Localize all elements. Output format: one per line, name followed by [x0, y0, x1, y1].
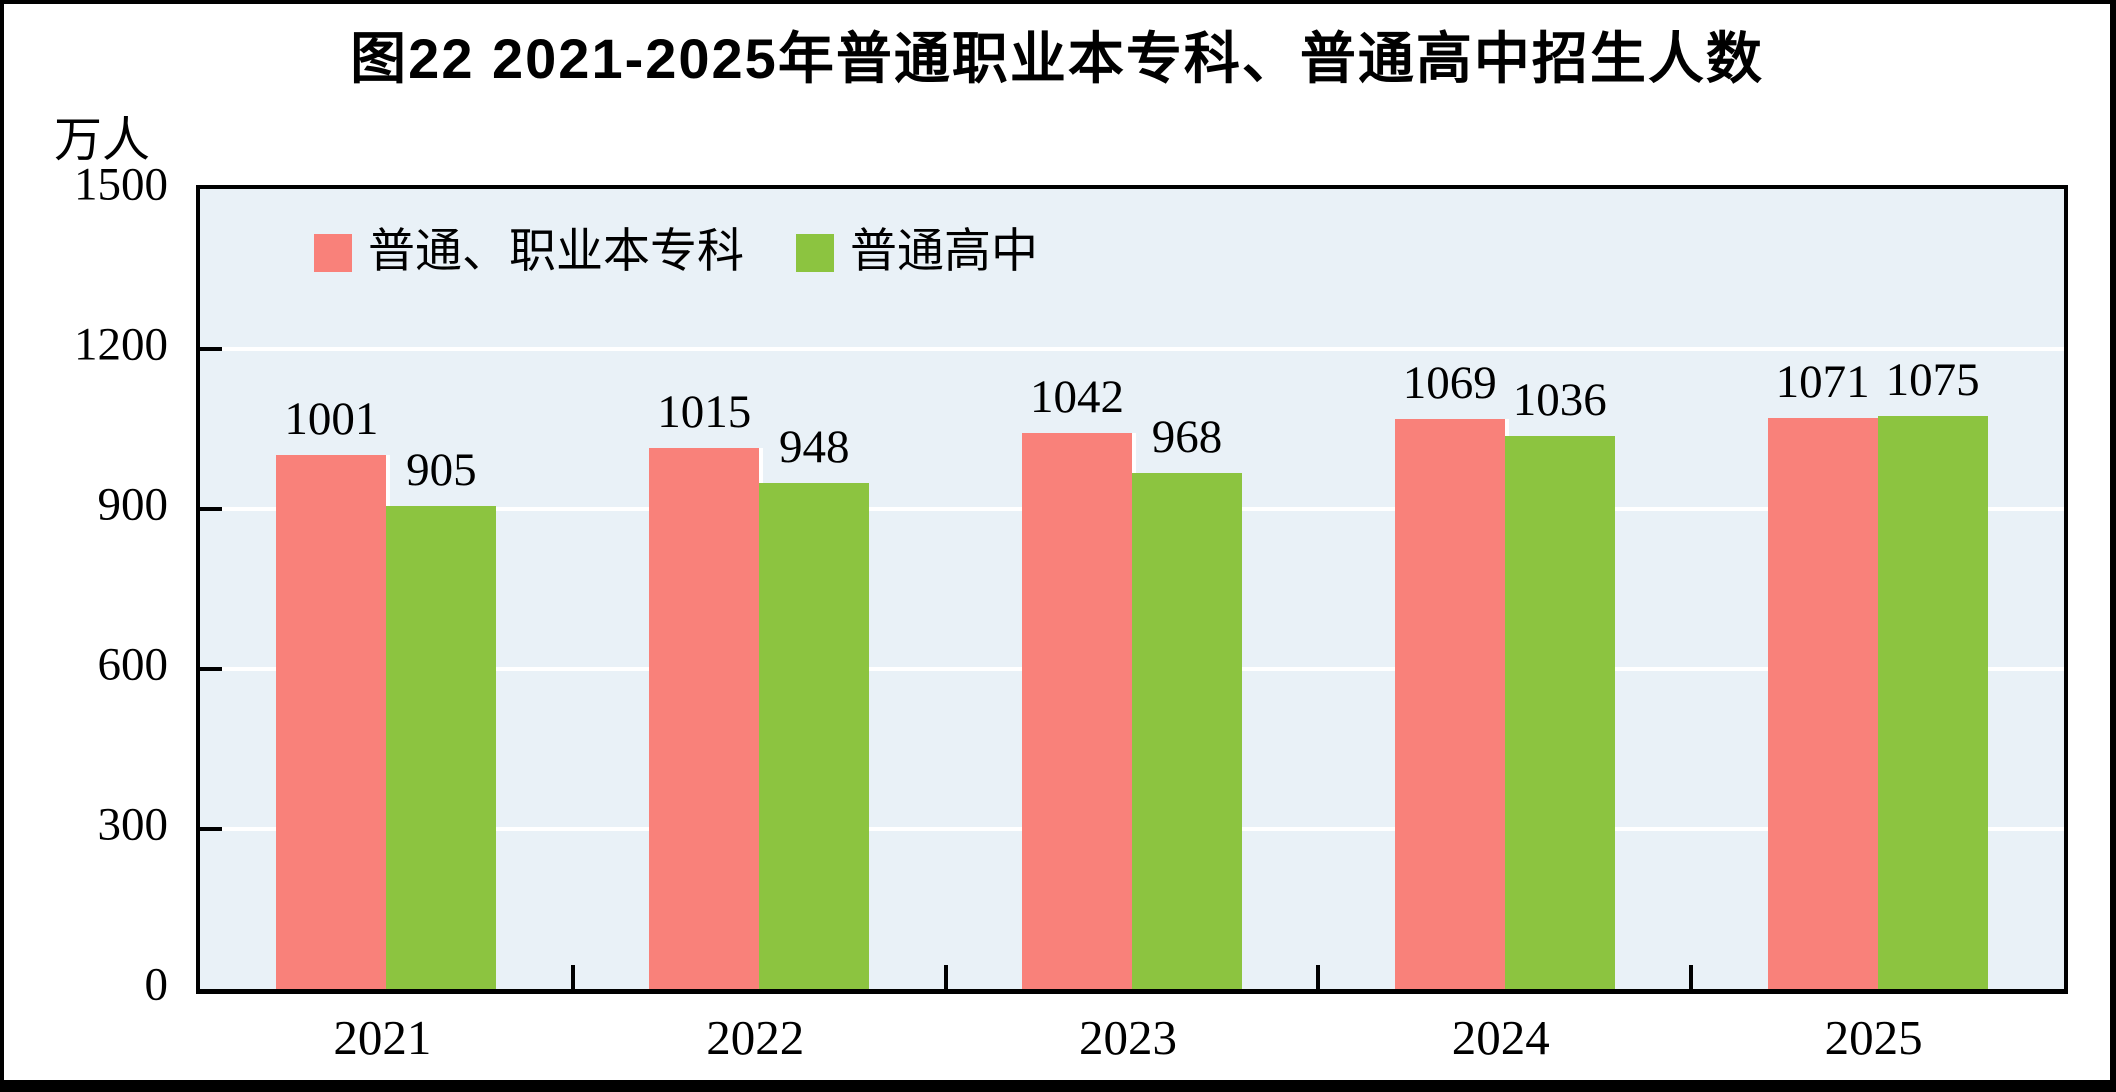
y-tick-label: 1200: [74, 318, 168, 371]
x-tick-mark: [570, 965, 575, 989]
x-category-label: 2023: [1079, 1010, 1177, 1065]
bar-value-label: 1015: [657, 386, 752, 438]
y-tick-label: 0: [144, 958, 169, 1011]
bar-series0-2025: [1767, 418, 1882, 989]
bar-value-label: 1069: [1402, 357, 1497, 409]
legend-label: 普通、职业本专科: [368, 226, 744, 278]
bar-series0-2023: [1021, 433, 1136, 989]
chart-title: 图22 2021-2025年普通职业本专科、普通高中招生人数: [350, 27, 1764, 90]
legend-item-series0: 普通、职业本专科: [314, 226, 744, 279]
bar-series1-2023: [1131, 473, 1242, 989]
x-category-label: 2024: [1451, 1010, 1550, 1065]
y-tick-mark: [200, 667, 222, 671]
bar-value-label: 1036: [1512, 374, 1607, 426]
bar-value-label: 1042: [1029, 371, 1124, 423]
bar-value-label: 1075: [1885, 354, 1980, 406]
x-category-label: 2022: [706, 1010, 805, 1065]
legend-item-series1: 普通高中: [796, 226, 1038, 279]
y-axis-unit-label: 万人: [54, 114, 151, 167]
x-category-label: 2021: [333, 1010, 432, 1065]
bar-group-2022: 1015 948: [573, 189, 946, 989]
bar-group-2025: 1071 1075: [1691, 189, 2064, 989]
bar-group-2023: 1042 968: [946, 189, 1319, 989]
bar-series1-2024: [1504, 436, 1615, 989]
bar-value-label: 948: [778, 421, 850, 473]
x-tick-mark: [943, 965, 948, 989]
y-tick-mark: [200, 507, 222, 511]
gridline: [200, 347, 2064, 351]
legend-swatch-icon: [314, 233, 352, 272]
bar-series1-2021: [386, 506, 497, 989]
x-tick-mark: [1316, 965, 1321, 989]
bar-series0-2021: [276, 455, 391, 989]
legend-label: 普通高中: [850, 226, 1038, 278]
x-category-label: 2025: [1824, 1010, 1923, 1065]
y-tick-mark: [200, 827, 222, 831]
y-tick-mark: [200, 347, 222, 351]
y-tick-label: 300: [97, 798, 169, 851]
y-tick-label: 600: [97, 638, 169, 691]
y-tick-label: 1500: [74, 158, 168, 211]
legend: 普通、职业本专科 普通高中: [314, 226, 1038, 279]
plot-area: 1001 905 1015 948 1042 968 1069 1036 1071 1075 普通…: [196, 185, 2068, 994]
legend-swatch-icon: [796, 233, 834, 272]
bar-value-label: 905: [406, 444, 477, 496]
bar-series1-2025: [1877, 416, 1988, 989]
bar-group-2021: 1001 905: [200, 189, 573, 989]
bar-group-2024: 1069 1036: [1318, 189, 1691, 989]
bar-value-label: 1001: [284, 393, 379, 445]
x-tick-mark: [1689, 965, 1694, 989]
bar-series0-2022: [649, 448, 764, 989]
bar-value-label: 968: [1151, 411, 1223, 463]
bar-series1-2022: [759, 483, 870, 989]
bar-series0-2024: [1394, 419, 1509, 989]
bar-value-label: 1071: [1775, 356, 1870, 408]
y-tick-label: 900: [97, 478, 169, 531]
